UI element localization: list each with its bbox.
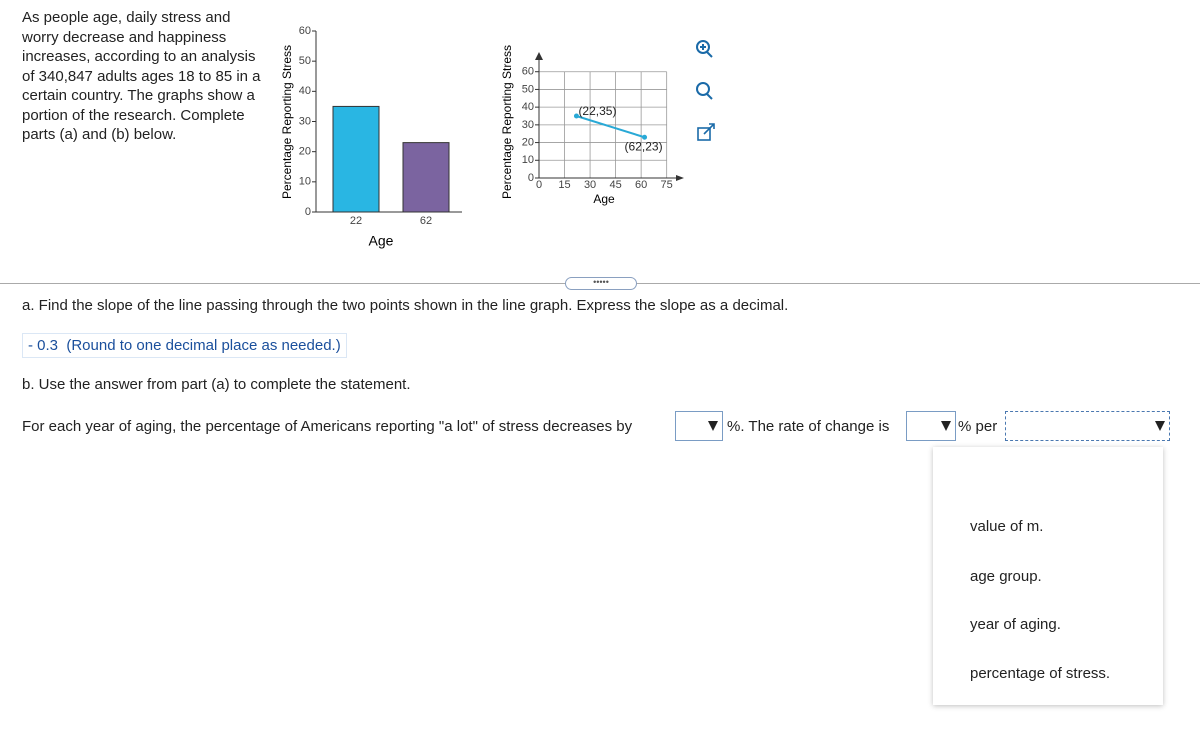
y-tick-label: 0	[528, 172, 534, 184]
y-axis-label: Percentage Reporting Stress	[500, 45, 514, 199]
x-arrow	[676, 175, 684, 181]
answer: - 0.3	[28, 337, 59, 354]
point-label: (22,35)	[578, 104, 616, 118]
y-tick-label: 10	[522, 154, 534, 166]
dropdown-option[interactable]: age group.	[970, 568, 1042, 585]
dropdown-option[interactable]: percentage of stress.	[970, 665, 1111, 682]
x-tick-label: 30	[584, 179, 596, 191]
dropdown-option[interactable]: value of m.	[970, 518, 1044, 535]
dropdown-menu: value of m. age group. year of aging. perce…	[933, 447, 1163, 705]
y-tick-label: 30	[522, 119, 534, 131]
zoom-in-icon[interactable]	[696, 40, 713, 58]
statement-text: For each year of aging, the percentage o…	[22, 418, 633, 435]
point-label: (62,23)	[625, 139, 663, 153]
part-b-question: b. Use the answer from part (a) to compl…	[22, 376, 411, 393]
x-tick-label: 75	[661, 179, 673, 191]
expand-button[interactable]: •••••	[565, 277, 637, 290]
x-tick-label: 15	[558, 179, 570, 191]
y-tick-label: 50	[522, 83, 534, 95]
y-axis-label: Percentage Reporting Stress	[280, 45, 294, 199]
line	[576, 115, 645, 139]
x-axis-label: Age	[593, 192, 615, 206]
zoom-out-icon[interactable]	[696, 82, 713, 100]
y-tick-label: 50	[299, 55, 311, 67]
part-a-answer-box: - 0.3 (Round to one decimal place as nee…	[22, 333, 347, 358]
y-tick-label: 30	[299, 115, 311, 127]
x-tick-label: 22	[350, 215, 362, 227]
dropdown[interactable]	[906, 411, 956, 441]
dropdown-open[interactable]	[1005, 411, 1170, 441]
y-tick-label: 60	[522, 66, 534, 78]
bar	[402, 142, 450, 213]
x-tick-label: 45	[609, 179, 621, 191]
point	[573, 113, 579, 119]
statement-text: % per	[958, 418, 998, 435]
x-tick-label: 60	[635, 179, 647, 191]
charts: 0 10 20 30 40 50 60 22 62 Percentage Reporting St…	[280, 25, 715, 249]
y-tick-label: 60	[299, 25, 311, 37]
x-tick-label: 0	[536, 179, 542, 191]
y-tick-label: 20	[522, 136, 534, 148]
intro-text: As people age, daily stress and worry de…	[22, 9, 261, 143]
y-tick-label: 10	[299, 176, 311, 188]
dropdown-option[interactable]: year of aging.	[970, 616, 1061, 633]
y-tick-label: 40	[299, 85, 311, 97]
y-tick-label: 40	[522, 101, 534, 113]
y-tick-label: 0	[305, 206, 311, 218]
bar	[332, 105, 380, 213]
point	[642, 134, 648, 140]
x-tick-label: 62	[420, 215, 432, 227]
y-arrow	[535, 52, 543, 60]
popout-icon[interactable]	[697, 123, 715, 141]
y-tick-label: 20	[299, 146, 311, 158]
dropdown[interactable]	[675, 411, 723, 441]
part-a-question: a. Find the slope of the line passing th…	[22, 297, 789, 314]
hint: (Round to one decimal place as needed.)	[66, 337, 341, 354]
statement-text: %. The rate of change is	[727, 418, 890, 435]
x-axis-label: Age	[369, 233, 394, 249]
